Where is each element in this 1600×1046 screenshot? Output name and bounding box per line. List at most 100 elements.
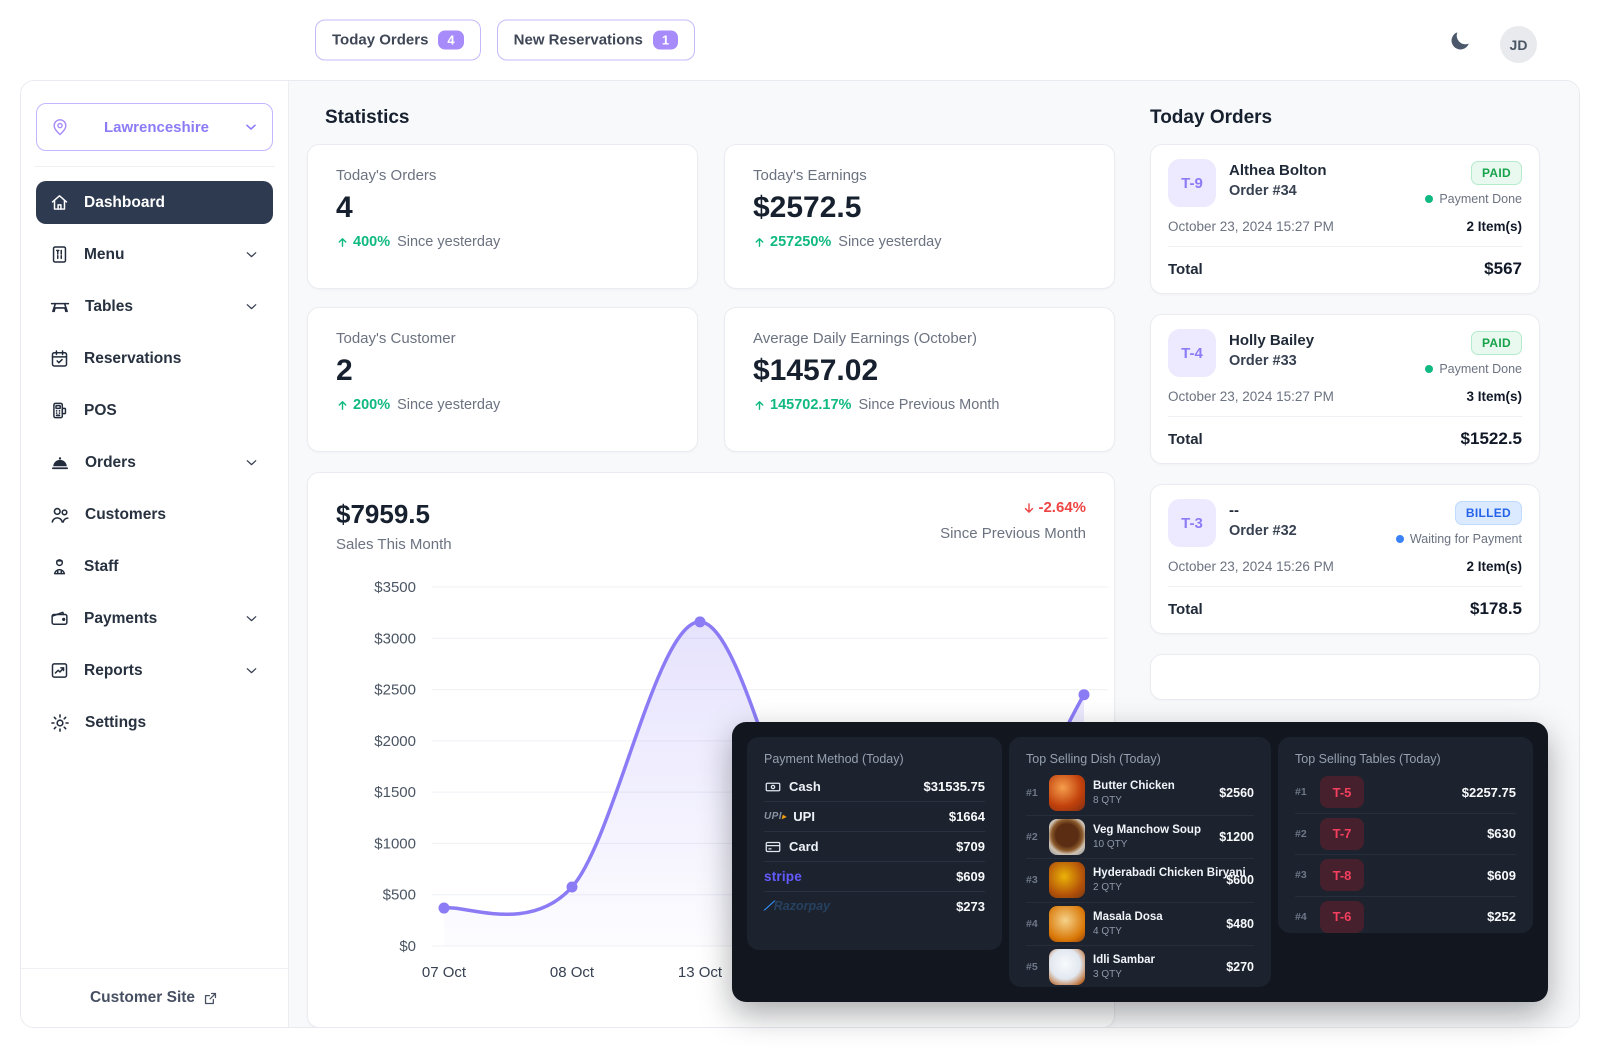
payment-method-label: Card [789, 839, 819, 854]
sidebar-item-customers[interactable]: Customers [36, 493, 273, 536]
payment-method-row: ⟋Razorpay $273 [764, 892, 985, 921]
sidebar-item-tables[interactable]: Tables [36, 285, 273, 328]
order-status-note-text: Payment Done [1439, 192, 1522, 206]
table-id-badge: T-7 [1320, 817, 1364, 850]
new-reservations-count-badge: 1 [652, 30, 679, 50]
sidebar-item-staff[interactable]: Staff [36, 545, 273, 588]
top-selling-dish-rows: #1 Butter Chicken 8 QTY $2560 #2 Veg Manchow … [1026, 772, 1254, 989]
order-status-badge: PAID [1471, 331, 1522, 355]
payment-method-amount: $609 [956, 869, 985, 884]
stat-delta-suffix: Since yesterday [397, 397, 501, 413]
order-card[interactable]: T-9 Althea Bolton Order #34 PAID Payment Don… [1150, 144, 1540, 294]
dish-info: Hyderabadi Chicken Biryani 2 QTY [1093, 867, 1246, 894]
dish-quantity: 2 QTY [1093, 882, 1122, 894]
order-status: PAID Payment Done [1425, 159, 1522, 207]
table-id-badge: T-5 [1320, 776, 1364, 809]
dish-rank: #1 [1026, 787, 1038, 800]
orders-list: T-9 Althea Bolton Order #34 PAID Payment Don… [1150, 144, 1540, 700]
stat-delta-percent: 257250% [770, 234, 832, 250]
dish-photo [1049, 905, 1085, 942]
sidebar-item-label: POS [84, 401, 117, 419]
stat-delta-percent: 145702.17% [770, 397, 852, 413]
sidebar-item-settings[interactable]: Settings [36, 701, 273, 744]
order-divider [1168, 416, 1522, 417]
arrow-up-green-icon [336, 236, 349, 249]
status-dot-icon [1425, 365, 1434, 373]
dish-name: Hyderabadi Chicken Biryani [1093, 867, 1246, 880]
payment-method-label-group: Card [764, 838, 956, 856]
top-selling-tables-panel: Top Selling Tables (Today) #1 T-5 $2257.75… [1278, 737, 1533, 933]
sales-delta-label: Since Previous Month [940, 524, 1086, 542]
stat-delta-suffix: Since Previous Month [858, 397, 1000, 413]
stat-delta-percent: 400% [353, 234, 391, 250]
today-orders-title: Today Orders [1150, 107, 1273, 128]
sidebar-item-dashboard[interactable]: Dashboard [36, 181, 273, 224]
sidebar-item-orders[interactable]: Orders [36, 441, 273, 484]
order-datetime: October 23, 2024 15:26 PM [1168, 559, 1334, 574]
chevron-down-icon [243, 610, 260, 627]
order-status-note: Payment Done [1425, 362, 1522, 376]
dish-amount: $270 [1226, 960, 1254, 975]
sidebar-item-pos[interactable]: POS [36, 389, 273, 432]
location-selector[interactable]: Lawrenceshire [36, 103, 273, 151]
order-customer-name: -- [1229, 502, 1239, 519]
razorpay-logo-text: Razorpay [773, 899, 831, 913]
sidebar-item-reports[interactable]: Reports [36, 649, 273, 692]
y-axis-tick-label: $1000 [374, 835, 416, 852]
order-number: Order #32 [1229, 523, 1297, 539]
table-id-badge: T-6 [1320, 900, 1364, 933]
top-dish-row: #5 Idli Sambar 3 QTY $270 [1026, 946, 1254, 989]
order-total-label: Total [1168, 600, 1203, 618]
sidebar-item-reservations[interactable]: Reservations [36, 337, 273, 380]
today-orders-button-label: Today Orders [332, 31, 429, 49]
new-reservations-button[interactable]: New Reservations 1 [496, 19, 696, 61]
table-icon [49, 296, 71, 318]
stat-card-title: Today's Customer [336, 330, 456, 347]
y-axis-tick-label: $2000 [374, 733, 416, 750]
cash-icon [764, 778, 782, 796]
menu-board-icon [49, 244, 70, 265]
dark-mode-toggle-moon-icon[interactable] [1448, 29, 1472, 53]
sidebar-footer: Customer Site [21, 968, 288, 1011]
y-axis-tick-label: $1500 [374, 784, 416, 801]
user-avatar[interactable]: JD [1500, 26, 1537, 63]
dish-rank: #3 [1026, 874, 1038, 887]
x-axis-tick-label: 13 Oct [678, 964, 723, 981]
sidebar-item-payments[interactable]: Payments [36, 597, 273, 640]
order-card[interactable]: T-3 -- Order #32 BILLED Waiting for Payment O… [1150, 484, 1540, 634]
topbar: Today Orders 4 New Reservations 1 JD [0, 0, 1600, 80]
sidebar-item-label: Dashboard [84, 193, 165, 211]
payment-method-amount: $709 [956, 839, 985, 854]
location-pin-icon [50, 117, 70, 137]
order-card-partial[interactable] [1150, 654, 1540, 700]
today-orders-button[interactable]: Today Orders 4 [315, 19, 481, 61]
order-card-names: -- Order #32 [1229, 499, 1297, 547]
location-chevron-down-icon [243, 119, 259, 135]
gear-icon [49, 712, 71, 734]
top-selling-dish-title: Top Selling Dish (Today) [1026, 752, 1161, 766]
order-status-note: Payment Done [1425, 192, 1522, 206]
order-divider [1168, 586, 1522, 587]
upi-logo: UPI▸ [764, 811, 787, 822]
sales-subtitle: Sales This Month [336, 536, 452, 553]
order-total-label: Total [1168, 260, 1203, 278]
order-status-note-text: Payment Done [1439, 362, 1522, 376]
chevron-down-icon [243, 454, 260, 471]
top-dish-row: #2 Veg Manchow Soup 10 QTY $1200 [1026, 816, 1254, 859]
order-total-value: $178.5 [1470, 599, 1522, 618]
dish-photo [1049, 862, 1085, 899]
order-total-row: Total $178.5 [1168, 599, 1522, 619]
table-rank: #3 [1295, 869, 1307, 882]
x-axis-tick-label: 07 Oct [422, 964, 467, 981]
sidebar-nav: Dashboard Menu Tables Reservations POS Orders… [36, 181, 273, 744]
payment-method-title: Payment Method (Today) [764, 752, 904, 766]
order-card[interactable]: T-4 Holly Bailey Order #33 PAID Payment Done… [1150, 314, 1540, 464]
status-dot-icon [1425, 195, 1434, 203]
sidebar-item-menu[interactable]: Menu [36, 233, 273, 276]
payment-method-label-group: stripe [764, 869, 956, 884]
customer-site-link[interactable]: Customer Site [36, 989, 273, 1011]
arrow-up-green-icon [336, 399, 349, 412]
dish-rank: #4 [1026, 917, 1038, 930]
stat-delta-suffix: Since yesterday [397, 234, 501, 250]
